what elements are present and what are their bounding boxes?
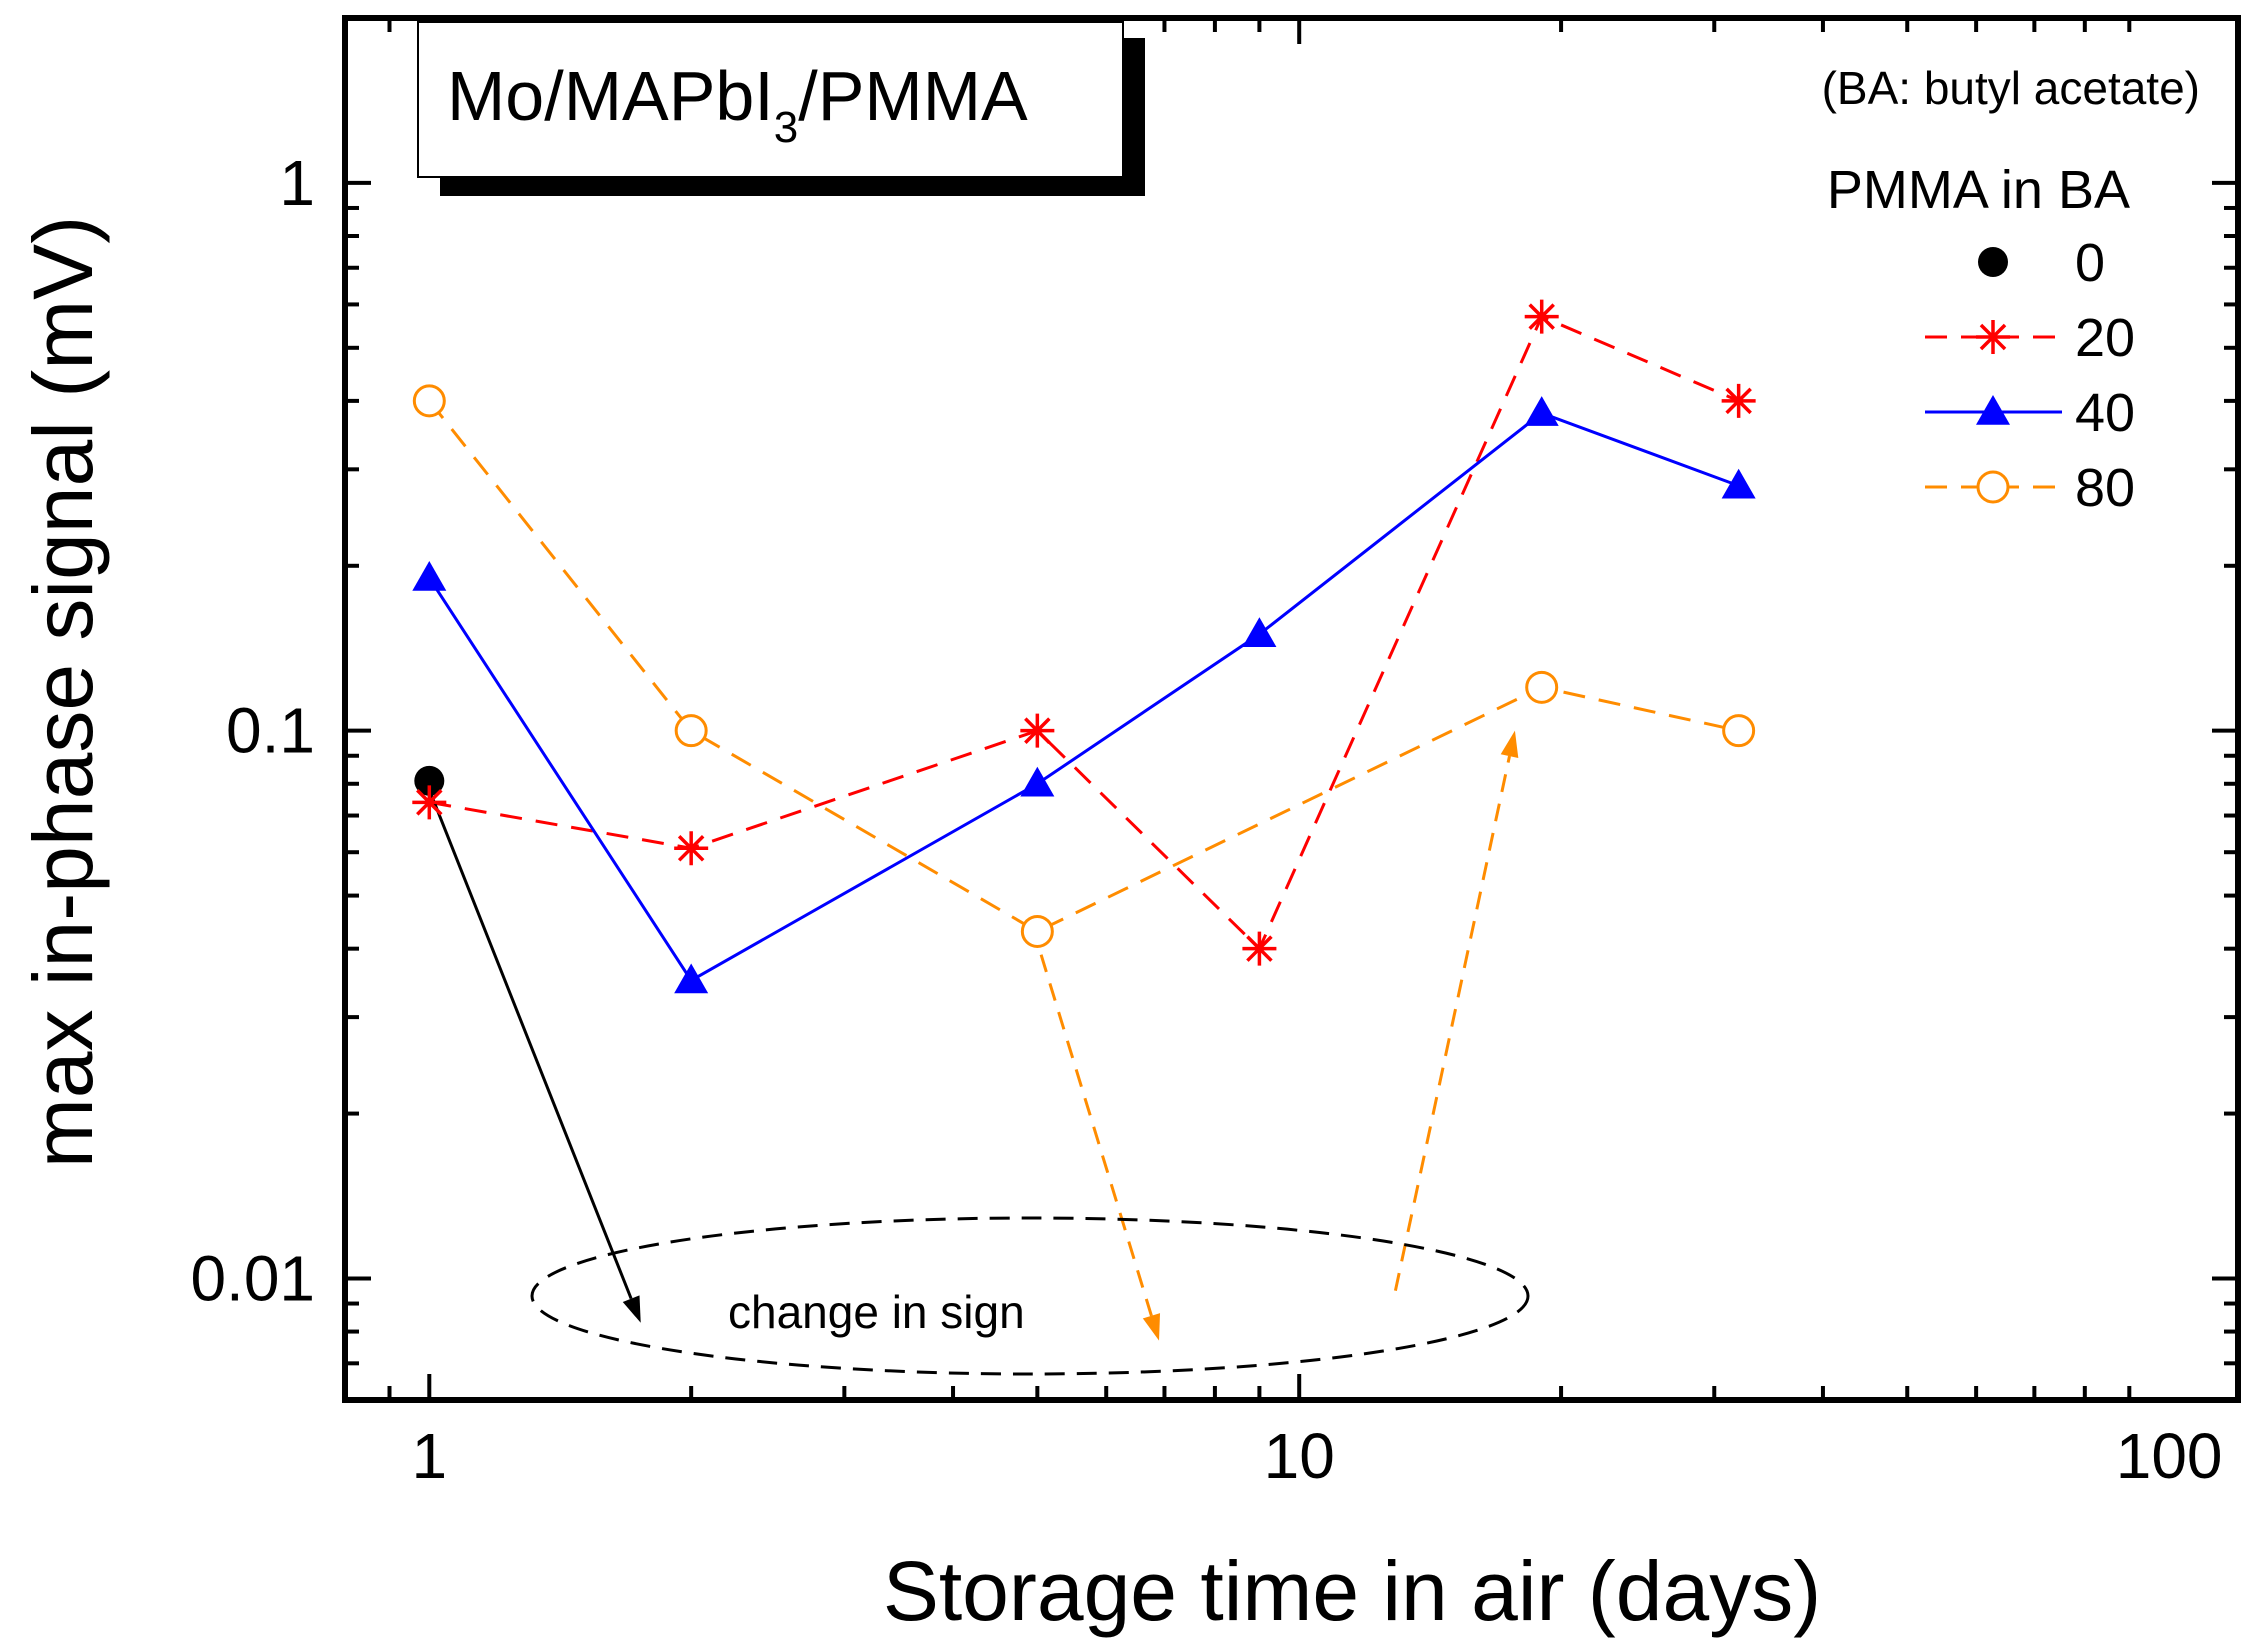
x-tick-label: 1 [412,1420,448,1492]
legend-marker-40 [1976,395,2010,425]
arrow-series-80-down-head [1143,1313,1160,1340]
data-point-20 [1525,300,1559,334]
arrow-series-0-to-sign-head [623,1295,641,1322]
data-point-20 [412,785,446,819]
arrow-series-0-to-sign-shaft [429,790,631,1299]
data-point-40 [1020,767,1054,797]
data-point-20 [674,831,708,865]
data-point-20 [1020,714,1054,748]
arrow-series-80-up-head [1501,731,1519,758]
sign-change-ellipse [532,1218,1528,1374]
data-point-40 [674,963,708,993]
legend-title: PMMA in BA [1827,160,2130,220]
legend-label-20: 20 [2075,308,2135,368]
legend-label-80: 80 [2075,458,2135,518]
plot-area-frame [345,18,2238,1400]
data-point-20 [1722,384,1756,418]
sample-label-box: Mo/MAPbI3/PMMA [418,22,1145,196]
legend: 0 20 40 80 [1925,233,2135,518]
legend-label-40: 40 [2075,383,2135,443]
annotation-arrows [429,731,1518,1341]
legend-marker-20 [1976,320,2010,354]
x-tick-label: 10 [1264,1420,1335,1492]
chart: 1 10 100 0.01 0.1 1 Mo/MAPbI3/PMMA (BA: butyl… [0,0,2255,1651]
data-point-40 [1525,396,1559,426]
legend-marker-80 [1978,472,2008,502]
arrow-series-80-down-shaft [1041,955,1151,1316]
legend-label-0: 0 [2075,233,2105,293]
plot-frame [345,18,2238,1400]
data-point-80 [414,386,444,416]
y-tick-label: 1 [279,147,315,219]
data-point-80 [676,716,706,746]
arrow-series-80-up-shaft [1395,756,1509,1291]
data-point-80 [1724,716,1754,746]
x-tick-label: 100 [2116,1420,2223,1492]
y-tick-label: 0.01 [190,1242,315,1314]
solvent-note: (BA: butyl acetate) [1822,62,2200,114]
y-tick-label: 0.1 [226,695,315,767]
series-line-80 [429,401,1738,932]
data-point-40 [1242,617,1276,647]
data-point-40 [412,561,446,591]
data-point-80 [1022,916,1052,946]
data-point-40 [1722,469,1756,499]
axis-tick-labels: 1 10 100 0.01 0.1 1 [190,147,2222,1492]
x-axis-title: Storage time in air (days) [883,1544,1821,1638]
sign-change-label: change in sign [728,1286,1025,1338]
legend-marker-0 [1978,247,2008,277]
y-axis-title: max in-phase signal (mV) [16,216,110,1168]
data-point-20 [1242,932,1276,966]
data-point-80 [1527,672,1557,702]
axis-ticks [345,18,2238,1400]
series-markers [412,300,1755,994]
